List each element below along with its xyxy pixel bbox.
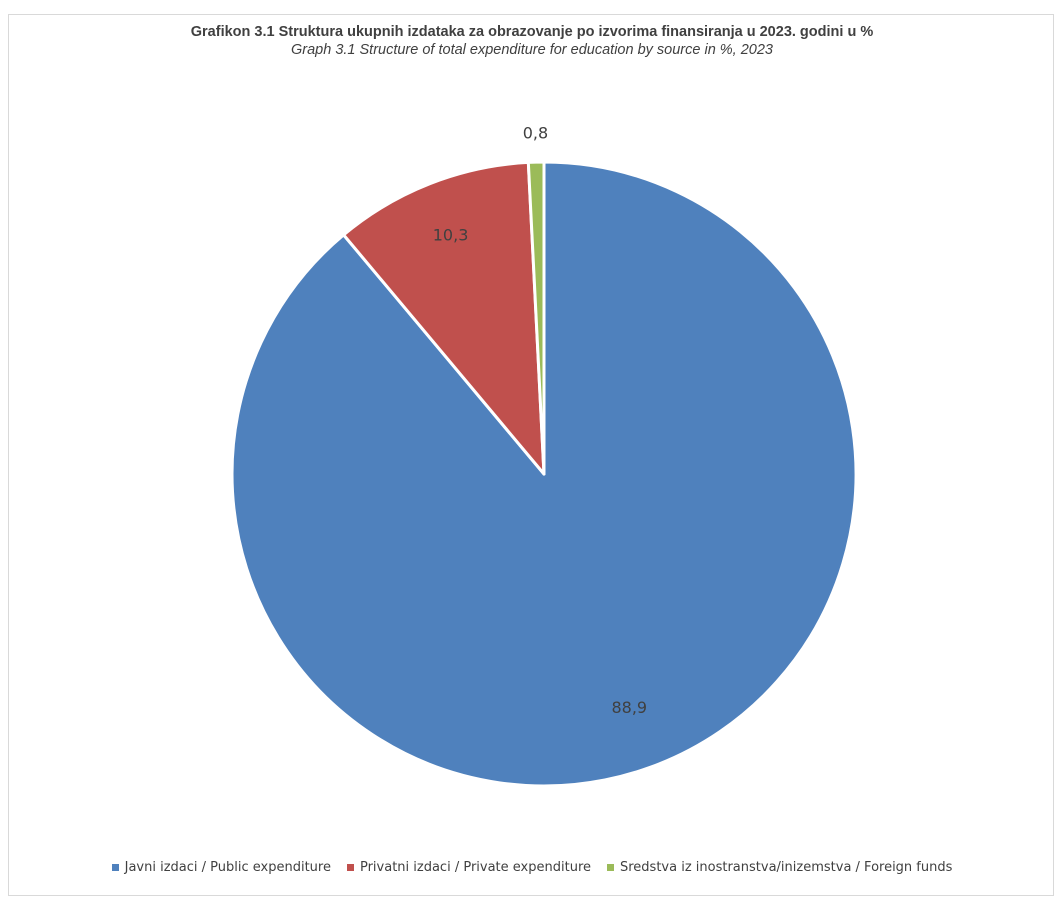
data-label-public: 88,9 (611, 698, 647, 717)
data-label-private: 10,3 (433, 225, 469, 244)
legend-item-private: Privatni izdaci / Private expenditure (346, 860, 591, 875)
legend-swatch-private (346, 864, 354, 871)
pie-slice-private (342, 160, 546, 476)
legend-item-foreign: Sredstva iz inostranstva/inizemstva / Fo… (607, 860, 952, 875)
legend-swatch-public (111, 864, 119, 871)
legend-label-foreign: Sredstva iz inostranstva/inizemstva / Fo… (620, 860, 953, 875)
legend-label-private: Privatni izdaci / Private expenditure (359, 860, 591, 875)
chart-title: Grafikon 3.1 Struktura ukupnih izdataka … (190, 24, 874, 40)
legend-label-public: Javni izdaci / Public expenditure (124, 860, 331, 875)
chart-legend: Javni izdaci / Public expenditure Privat… (0, 860, 1064, 875)
data-label-foreign: 0,8 (523, 124, 548, 143)
pie-slice-foreign (526, 160, 546, 476)
legend-item-public: Javni izdaci / Public expenditure (111, 860, 331, 875)
chart-subtitle: Graph 3.1 Structure of total expenditure… (290, 42, 773, 58)
legend-swatch-foreign (607, 864, 614, 871)
